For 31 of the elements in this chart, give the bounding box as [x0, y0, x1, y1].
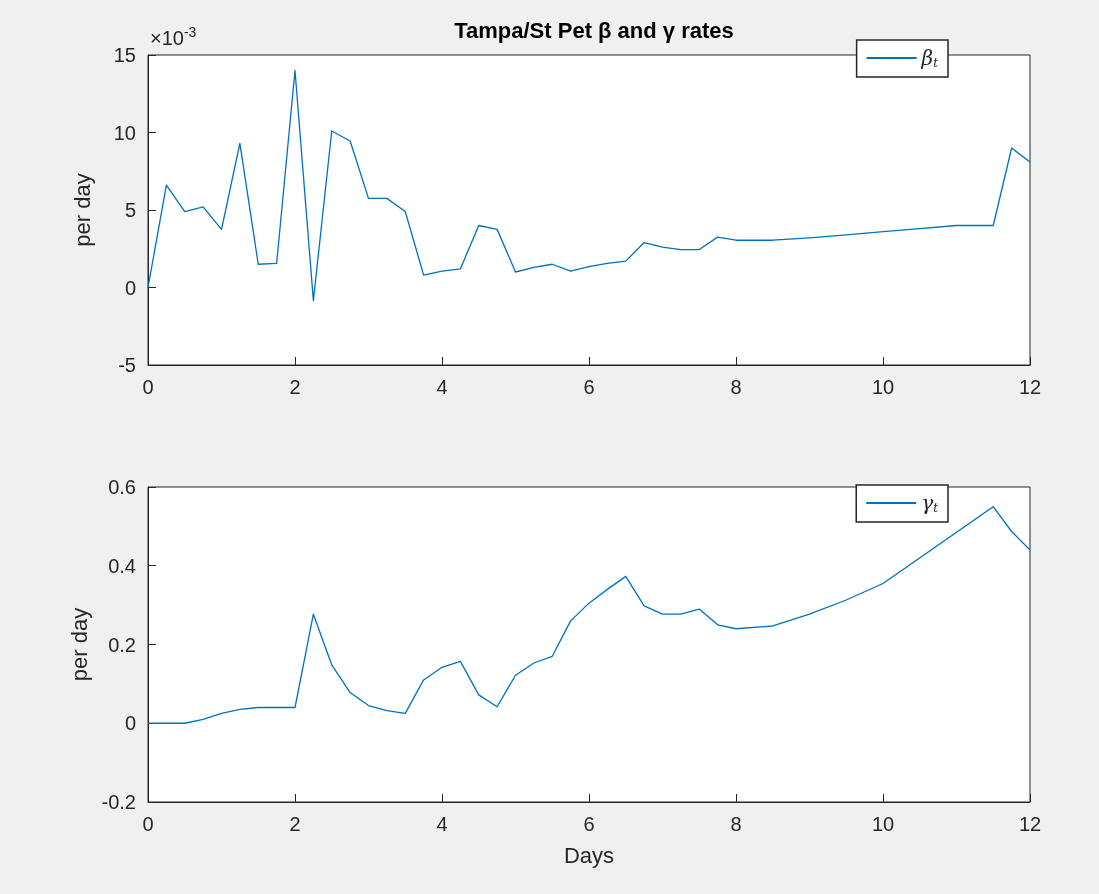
- x-tick-label: 6: [583, 813, 595, 835]
- y-axis-title: per day: [69, 173, 95, 247]
- x-axis-title: Days: [563, 842, 615, 868]
- y-tick-label: -0.2: [101, 791, 136, 813]
- x-tick-label: 10: [871, 376, 895, 398]
- y-tick-label: 5: [124, 199, 136, 221]
- y-tick-label: -5: [118, 354, 136, 376]
- x-tick-label: 0: [142, 376, 154, 398]
- x-tick-label: 8: [730, 813, 742, 835]
- y-tick-label: 0.6: [108, 476, 136, 498]
- x-tick-label: 0: [142, 813, 154, 835]
- x-tick-label: 4: [436, 813, 448, 835]
- legend-label: βt: [920, 46, 939, 70]
- x-tick-label: 4: [436, 376, 448, 398]
- y-tick-label: 0.4: [108, 554, 136, 577]
- y-tick-label: 0: [124, 712, 136, 735]
- x-tick-label: 10: [871, 813, 895, 835]
- x-tick-label: 12: [1018, 376, 1042, 398]
- y-axis-title: per day: [67, 607, 93, 682]
- y-tick-label: 0.2: [108, 633, 136, 656]
- x-tick-label: 2: [289, 813, 301, 835]
- y-tick-label: 15: [113, 44, 136, 66]
- x-tick-label: 8: [730, 376, 742, 398]
- legend-label: γt: [921, 491, 939, 515]
- line-series: [147, 69, 1031, 302]
- y-tick-label: 0: [124, 276, 136, 299]
- x-tick-label: 12: [1018, 813, 1042, 835]
- x-tick-label: 2: [289, 376, 301, 398]
- chart-title: Tampa/St Pet β and γ rates: [454, 17, 734, 43]
- x-tick-label: 6: [583, 376, 595, 398]
- y-tick-label: 10: [113, 121, 136, 144]
